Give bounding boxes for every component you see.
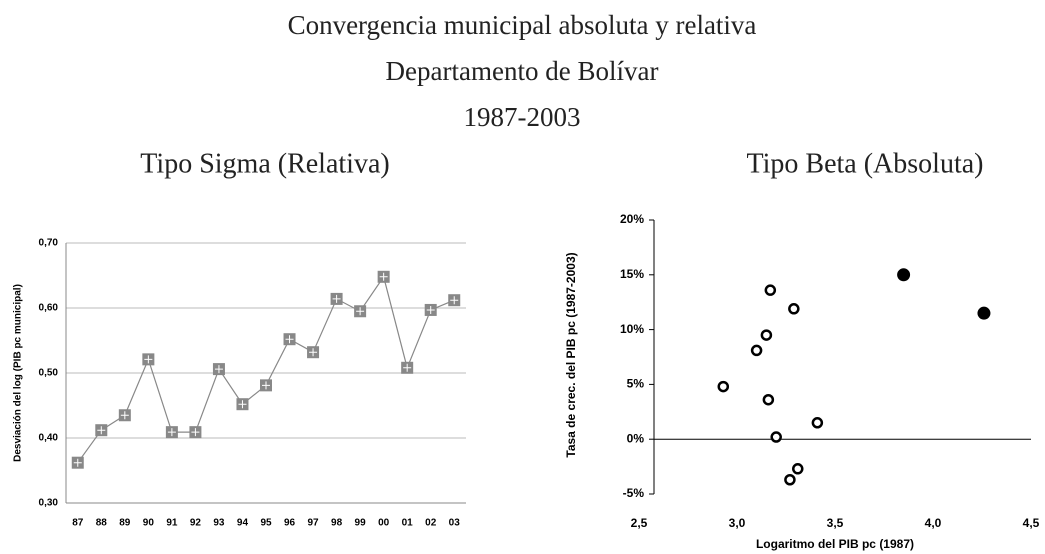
x-tick-label: 3,0 [729,516,746,530]
point [788,303,800,315]
point-cross [191,428,200,437]
x-tick-label: 87 [72,518,84,529]
x-tick-label: 96 [284,518,296,529]
y-tick-label: 10% [620,322,644,336]
point [770,431,782,443]
x-tick-label: 98 [331,518,343,529]
point [762,393,775,406]
point [750,344,763,357]
point-cross [285,335,294,344]
x-tick-label: 97 [307,518,319,529]
x-tick-label: 4,0 [925,516,942,530]
point-cross [450,296,459,305]
point-cross [238,400,247,409]
x-tick-label: 4,5 [1023,516,1040,530]
point-cross [309,348,318,357]
point [760,329,773,341]
title: Convergencia municipal absoluta y relati… [288,10,757,40]
point-cross [262,381,270,390]
point-cross [403,363,412,372]
y-tick-label: 0,60 [39,303,59,314]
point [764,284,777,296]
x-tick-label: 94 [237,518,249,529]
x-tick-label: 03 [449,518,461,529]
x-tick-label: 92 [190,518,202,529]
x-tick-label: 89 [119,518,131,529]
y-tick-label: 0% [627,431,645,445]
x-tick-label: 02 [425,518,437,529]
y-tick-label: 20% [620,212,644,226]
x-tick-label: 01 [402,518,414,529]
point-cross [379,272,388,281]
y-axis-label: Desviación del log (PIB pc municipal) [13,284,24,462]
point-cross [332,294,341,303]
point-cross [144,355,153,364]
point [784,474,796,486]
x-tick-label: 90 [143,518,155,529]
subtitle: Departamento de Bolívar [386,56,659,86]
point-cross [120,411,129,420]
y-tick-label: 0,40 [39,433,59,444]
x-tick-label: 2,5 [631,516,648,530]
chart-title: Tipo Beta (Absoluta) [747,148,984,179]
y-tick-label: 0,30 [39,498,59,509]
point [977,306,991,320]
x-axis-label: Logaritmo del PIB pc (1987) [756,537,914,551]
point-cross [97,426,106,435]
point [792,463,804,475]
x-tick-label: 00 [378,518,390,529]
x-tick-label: 95 [260,518,272,529]
y-axis-label: Tasa de crec. del PIB pc (1987-2003) [564,252,578,457]
point [897,268,911,282]
x-tick-label: 99 [355,518,367,529]
y-tick-label: 15% [620,267,644,281]
point-cross [426,305,435,314]
x-tick-label: 88 [96,518,108,529]
period: 1987-2003 [464,102,581,132]
x-tick-label: 93 [213,518,225,529]
point-cross [356,307,365,316]
series-line [77,275,455,464]
y-tick-label: 0,50 [39,368,59,379]
chart-title: Tipo Sigma (Relativa) [140,148,389,179]
point [717,380,730,393]
y-tick-label: 0,70 [39,238,59,249]
y-tick-label: 5% [627,377,645,391]
x-tick-label: 3,5 [827,516,844,530]
x-tick-label: 91 [166,518,178,529]
point-cross [167,428,176,437]
point [811,417,824,429]
point-cross [214,365,223,374]
y-tick-label: -5% [623,486,645,500]
point-cross [73,458,82,467]
